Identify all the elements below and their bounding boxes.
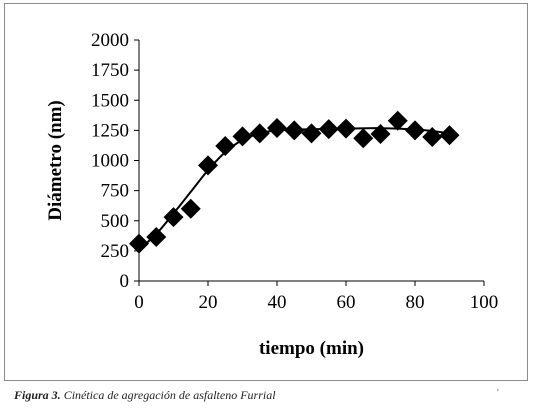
chart-axes — [134, 39, 485, 286]
data-point — [232, 126, 253, 147]
y-tick-label: 1250 — [91, 120, 129, 141]
caption-text: Cinética de agregación de asfalteno Furr… — [60, 388, 276, 402]
data-point — [267, 117, 287, 138]
data-point — [146, 227, 167, 248]
data-point — [353, 128, 374, 149]
y-tick-label: 0 — [120, 271, 130, 292]
trendline — [138, 127, 450, 251]
y-tick-label: 750 — [101, 181, 130, 202]
x-tick-label: 40 — [268, 292, 287, 313]
data-point — [301, 123, 322, 144]
x-tick-label: 100 — [470, 292, 499, 313]
data-point — [336, 118, 356, 139]
x-tick-labels: 0 20 40 60 80 100 — [134, 292, 498, 313]
figure-caption: Figura 3. Cinética de agregación de asfa… — [14, 388, 276, 403]
data-point — [405, 120, 425, 141]
data-points — [129, 110, 460, 254]
data-point — [129, 233, 149, 254]
data-point — [249, 123, 270, 144]
x-axis-title: tiempo (min) — [259, 338, 364, 359]
y-tick-label: 500 — [101, 211, 130, 232]
x-tick-label: 60 — [337, 292, 356, 313]
data-point — [318, 119, 339, 140]
y-axis-title: Diámetro (nm) — [45, 100, 66, 220]
scatter-chart: 0 250 500 750 1000 1250 1500 1750 2000 0 20 40 60 80… — [45, 30, 498, 359]
y-tick-label: 1750 — [91, 60, 129, 81]
y-tick-label: 1500 — [91, 90, 129, 111]
data-point — [284, 120, 305, 141]
data-point — [387, 110, 408, 131]
y-tick-label: 1000 — [91, 151, 129, 172]
data-point — [215, 136, 236, 157]
x-tick-label: 80 — [406, 292, 425, 313]
x-tick-label: 0 — [134, 292, 144, 313]
data-point — [422, 127, 443, 148]
data-point — [439, 125, 460, 146]
y-tick-label: 2000 — [91, 30, 129, 51]
data-point — [198, 155, 218, 176]
caption-label: Figura 3. — [14, 388, 61, 402]
x-tick-label: 20 — [199, 292, 218, 313]
caption-mark: ' — [497, 388, 499, 399]
data-point — [180, 198, 201, 219]
data-point — [163, 207, 184, 228]
y-tick-labels: 0 250 500 750 1000 1250 1500 1750 2000 — [91, 30, 129, 292]
data-point — [370, 123, 391, 144]
chart-frame — [4, 3, 528, 381]
y-tick-label: 250 — [101, 241, 130, 262]
